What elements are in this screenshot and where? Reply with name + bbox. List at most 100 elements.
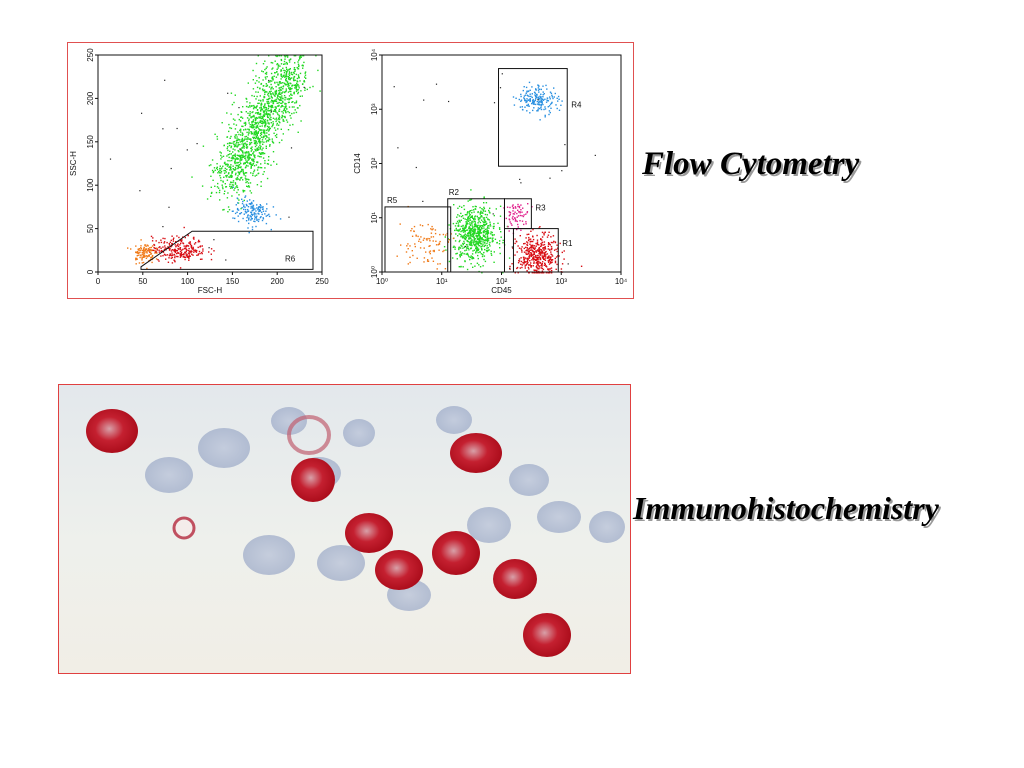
data-point [260,132,262,134]
data-point [141,256,143,258]
data-point [483,218,485,221]
data-point [238,173,240,175]
data-point [518,258,521,260]
y-axis-label: CD14 [353,153,362,174]
data-point [525,92,527,94]
data-point [214,185,216,187]
data-point [466,253,468,256]
data-point [258,142,261,144]
data-point [289,68,291,70]
data-point [411,235,414,237]
data-point [283,120,285,122]
data-point [559,242,561,245]
data-point [541,272,544,274]
data-point [542,99,545,101]
data-point [264,167,266,169]
data-point [241,143,243,145]
data-point [245,151,248,153]
data-point [280,58,282,61]
data-point [242,106,244,108]
data-point [242,151,244,153]
data-point [243,129,245,131]
data-point [258,218,260,221]
data-point [188,242,190,244]
data-point [471,233,474,236]
data-point [535,88,537,90]
data-point [556,250,558,253]
data-point [474,230,476,232]
data-point [237,131,239,133]
data-point [264,114,266,116]
data-point [479,216,481,219]
data-point [540,238,542,240]
data-point [235,178,237,180]
data-point [294,69,296,71]
data-point [561,100,563,102]
x-tick-label: 50 [138,277,147,286]
data-point [246,146,249,148]
data-point [238,171,240,173]
data-point [475,225,477,228]
data-point [141,262,143,264]
data-points [109,55,321,270]
data-point [458,248,460,251]
data-point [264,106,266,108]
data-point [528,255,530,258]
data-point [254,145,257,148]
gate-label: R2 [449,188,460,197]
data-point [173,250,175,252]
data-point [487,232,490,234]
data-point [211,159,214,161]
data-point [294,55,297,57]
data-point [180,252,183,254]
data-point [452,237,455,240]
data-point [266,214,269,217]
data-point [462,215,464,217]
flow-cytometry-title: Flow Cytometry [642,146,860,182]
data-point [254,106,257,109]
data-point [179,267,182,269]
data-point [524,265,526,267]
data-point [474,215,477,217]
data-point [232,141,235,143]
data-point [525,223,527,225]
data-point [280,99,282,101]
data-point [158,260,160,262]
data-point [214,169,216,171]
y-tick-label: 150 [86,135,95,149]
data-point [222,165,224,167]
data-point [543,258,546,261]
data-point [236,177,238,179]
data-point [481,245,484,247]
data-point [223,208,225,211]
data-point [232,148,234,150]
data-point [594,154,596,156]
data-point [542,85,544,87]
data-point [263,171,265,173]
data-point [526,211,529,213]
data-point [556,244,558,246]
data-point [527,248,529,250]
data-point [173,253,176,256]
data-point [407,263,409,265]
data-point [527,105,529,107]
data-point [140,245,142,247]
data-point [486,226,489,228]
data-point [544,116,546,118]
data-point [470,199,472,201]
data-point [523,214,525,216]
data-point [556,263,558,266]
series-noise [393,73,596,269]
data-point [454,225,457,227]
data-point [253,154,255,156]
data-point [475,224,477,227]
data-point [248,132,250,134]
data-point [264,135,266,137]
data-point [528,238,530,241]
data-point [234,160,236,162]
data-point [257,207,260,210]
data-point [241,147,243,149]
data-point [474,218,476,220]
data-point [433,249,435,252]
data-point [240,166,242,168]
